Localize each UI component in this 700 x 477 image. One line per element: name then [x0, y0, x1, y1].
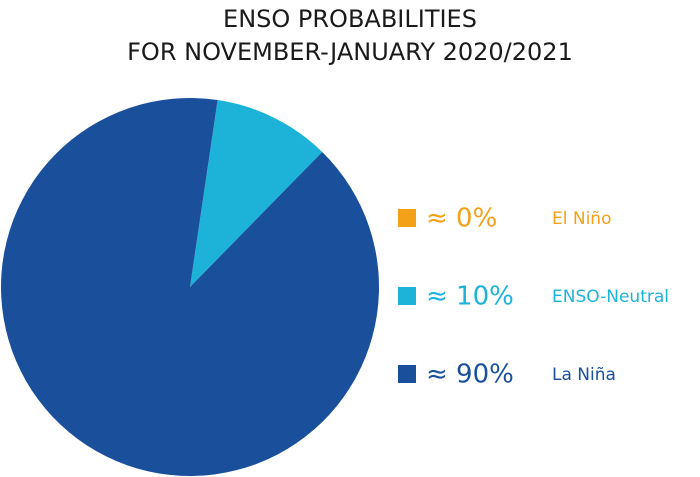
legend-swatch [398, 209, 416, 227]
chart-title: FOR NOVEMBER-JANUARY 2020/2021 [127, 38, 573, 66]
chart-title: ENSO PROBABILITIES [223, 5, 477, 33]
pie-slice [0, 97, 379, 476]
legend-label: El Niño [552, 209, 611, 229]
legend-label: La Niña [552, 365, 616, 385]
pie-slice [190, 100, 323, 287]
legend-swatch [398, 365, 416, 383]
value-label: ≈ 10% [426, 282, 514, 312]
value-label: ≈ 90% [426, 360, 514, 390]
value-label: ≈ 0% [426, 204, 497, 234]
legend-label: ENSO-Neutral [552, 287, 669, 307]
legend-swatch [398, 287, 416, 305]
